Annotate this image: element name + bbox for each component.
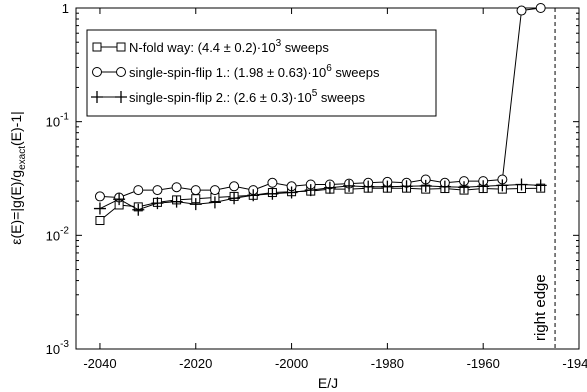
data-point-plus bbox=[304, 184, 317, 197]
legend-label: single-spin-flip 1.: (1.98 ± 0.63)·106 s… bbox=[129, 63, 380, 80]
data-point-plus bbox=[400, 180, 413, 193]
legend-label: single-spin-flip 2.: (2.6 ± 0.3)·105 swe… bbox=[129, 88, 365, 105]
right-edge-label: right edge bbox=[532, 274, 549, 341]
series-layer bbox=[93, 3, 547, 226]
legend: N-fold way: (4.4 ± 0.2)·103 sweepssingle… bbox=[86, 29, 437, 117]
data-point-circle bbox=[229, 181, 240, 192]
y-tick-base: 10 bbox=[46, 342, 60, 357]
data-point-circle bbox=[209, 185, 220, 196]
data-point-plus bbox=[381, 180, 394, 193]
data-point-plus bbox=[266, 187, 279, 200]
legend-entry: N-fold way: (4.4 ± 0.2)·103 sweeps bbox=[92, 38, 329, 55]
data-point-plus bbox=[496, 179, 509, 192]
legend-marker-right bbox=[115, 91, 127, 103]
legend-marker-right bbox=[116, 67, 126, 77]
annotation-layer: right edge bbox=[532, 8, 556, 349]
legend-marker-left bbox=[92, 42, 102, 52]
series-line-square bbox=[99, 187, 541, 221]
series-plus bbox=[93, 178, 547, 216]
y-tick-exponent: -3 bbox=[60, 339, 69, 350]
y-tick-base: 10 bbox=[46, 228, 60, 243]
legend-label-suffix: sweeps bbox=[332, 65, 380, 80]
legend-label-exponent: 3 bbox=[276, 38, 282, 49]
legend-label-text: single-spin-flip 1.: (1.98 ± 0.63)·10 bbox=[129, 65, 326, 80]
data-point-plus bbox=[132, 203, 145, 216]
legend-entry: single-spin-flip 2.: (2.6 ± 0.3)·105 swe… bbox=[91, 88, 365, 105]
data-point-plus bbox=[515, 178, 528, 191]
plot-area bbox=[75, 7, 580, 350]
data-point-circle bbox=[535, 3, 546, 13]
legend-marker-right bbox=[116, 42, 126, 52]
plot-frame bbox=[75, 7, 580, 350]
y-tick-exponent: -1 bbox=[60, 112, 69, 123]
y-tick-exponent: -2 bbox=[60, 225, 69, 236]
data-point-circle bbox=[133, 185, 144, 196]
y-axis-label: ε(E)=|g(E)/gexact(E)-1| bbox=[8, 111, 28, 245]
legend-marker-left bbox=[92, 67, 102, 77]
y-tick-label: 10-1 bbox=[46, 112, 70, 130]
legend-label-text: single-spin-flip 2.: (2.6 ± 0.3)·10 bbox=[129, 90, 312, 105]
series-square bbox=[95, 183, 546, 226]
x-axis-label: E/J bbox=[318, 375, 338, 391]
x-tick-label: -2040 bbox=[83, 356, 116, 371]
y-axis-label-tail: (E)-1| bbox=[8, 111, 24, 146]
data-point-plus bbox=[419, 179, 432, 192]
y-axis-label-main: ε(E)=|g(E)/g bbox=[8, 170, 24, 245]
legend-marker-left bbox=[91, 91, 103, 103]
data-point-circle bbox=[171, 182, 182, 193]
x-tick-label: -1960 bbox=[467, 356, 500, 371]
legend-box bbox=[86, 29, 437, 117]
data-point-plus bbox=[285, 186, 298, 199]
data-point-square bbox=[95, 216, 105, 226]
data-point-plus bbox=[93, 202, 106, 215]
data-point-plus bbox=[113, 193, 126, 206]
legend-label: N-fold way: (4.4 ± 0.2)·103 sweeps bbox=[129, 38, 329, 55]
data-point-plus bbox=[228, 192, 241, 205]
x-tick-label: -1940 bbox=[562, 356, 587, 371]
ticks-layer: -2040-2020-2000-1980-1960-194010-310-210… bbox=[46, 1, 587, 371]
data-point-circle bbox=[516, 5, 527, 16]
legend-label-text: N-fold way: (4.4 ± 0.2)·10 bbox=[129, 40, 276, 55]
data-point-plus bbox=[323, 181, 336, 194]
data-point-plus bbox=[208, 196, 221, 209]
y-tick-label: 10-2 bbox=[46, 225, 70, 243]
data-point-plus bbox=[362, 180, 375, 193]
data-point-plus bbox=[343, 179, 356, 192]
data-point-circle bbox=[94, 191, 105, 202]
legend-items: N-fold way: (4.4 ± 0.2)·103 sweepssingle… bbox=[91, 38, 380, 105]
data-point-plus bbox=[477, 180, 490, 193]
y-tick-label: 1 bbox=[62, 1, 69, 16]
data-point-plus bbox=[534, 179, 547, 192]
legend-label-suffix: sweeps bbox=[281, 40, 329, 55]
legend-entry: single-spin-flip 1.: (1.98 ± 0.63)·106 s… bbox=[92, 63, 380, 80]
x-tick-label: -2020 bbox=[179, 356, 212, 371]
data-point-plus bbox=[151, 197, 164, 210]
legend-label-exponent: 6 bbox=[326, 63, 332, 74]
x-tick-label: -1980 bbox=[371, 356, 404, 371]
y-tick-base: 10 bbox=[46, 115, 60, 130]
data-point-plus bbox=[189, 198, 202, 211]
legend-label-suffix: sweeps bbox=[317, 90, 365, 105]
data-point-circle bbox=[190, 185, 201, 196]
data-point-circle bbox=[152, 185, 163, 196]
legend-label-exponent: 5 bbox=[312, 88, 318, 99]
data-point-plus bbox=[247, 189, 260, 202]
data-point-circle bbox=[267, 177, 278, 188]
data-point-plus bbox=[458, 181, 471, 194]
y-axis-label-sub: exact bbox=[17, 146, 28, 170]
data-point-plus bbox=[438, 180, 451, 193]
y-tick-base: 1 bbox=[62, 1, 69, 16]
data-point-plus bbox=[170, 195, 183, 208]
x-tick-label: -2000 bbox=[275, 356, 308, 371]
y-tick-label: 10-3 bbox=[46, 339, 70, 357]
